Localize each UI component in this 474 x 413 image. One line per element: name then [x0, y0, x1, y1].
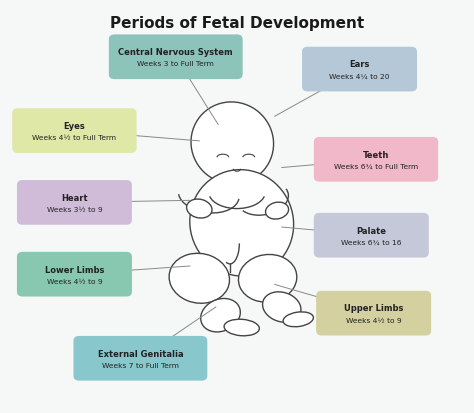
Text: Palate: Palate	[356, 227, 386, 235]
FancyBboxPatch shape	[109, 34, 243, 79]
Ellipse shape	[283, 312, 313, 327]
Text: Weeks 4½ to Full Term: Weeks 4½ to Full Term	[32, 135, 117, 141]
Ellipse shape	[169, 253, 229, 303]
Text: Weeks 7 to Full Term: Weeks 7 to Full Term	[102, 363, 179, 369]
Ellipse shape	[224, 319, 259, 336]
Text: Periods of Fetal Development: Periods of Fetal Development	[110, 16, 364, 31]
FancyBboxPatch shape	[302, 47, 417, 91]
Ellipse shape	[201, 299, 240, 332]
Ellipse shape	[265, 202, 289, 219]
Text: Heart: Heart	[61, 194, 88, 203]
FancyBboxPatch shape	[316, 291, 431, 335]
Text: External Genitalia: External Genitalia	[98, 349, 183, 358]
Text: Weeks 4½ to 9: Weeks 4½ to 9	[346, 318, 401, 324]
Ellipse shape	[191, 102, 273, 184]
Text: Weeks 6¾ to 16: Weeks 6¾ to 16	[341, 240, 401, 246]
Text: Eyes: Eyes	[64, 122, 85, 131]
Text: Weeks 3½ to 9: Weeks 3½ to 9	[46, 207, 102, 213]
Text: Weeks 3 to Full Term: Weeks 3 to Full Term	[137, 62, 214, 67]
FancyBboxPatch shape	[12, 108, 137, 153]
FancyBboxPatch shape	[73, 336, 207, 381]
Ellipse shape	[238, 254, 297, 302]
FancyBboxPatch shape	[314, 137, 438, 182]
Text: Upper Limbs: Upper Limbs	[344, 304, 403, 313]
Text: Weeks 6¾ to Full Term: Weeks 6¾ to Full Term	[334, 164, 418, 170]
Text: Central Nervous System: Central Nervous System	[118, 48, 233, 57]
Text: Lower Limbs: Lower Limbs	[45, 266, 104, 275]
Text: Weeks 4¼ to 20: Weeks 4¼ to 20	[329, 74, 390, 80]
FancyBboxPatch shape	[314, 213, 429, 258]
FancyBboxPatch shape	[17, 180, 132, 225]
Ellipse shape	[263, 292, 301, 322]
Ellipse shape	[190, 170, 293, 276]
Text: Teeth: Teeth	[363, 151, 389, 160]
Ellipse shape	[187, 199, 212, 218]
FancyBboxPatch shape	[17, 252, 132, 297]
Text: Ears: Ears	[349, 60, 370, 69]
Text: Weeks 4½ to 9: Weeks 4½ to 9	[46, 279, 102, 285]
